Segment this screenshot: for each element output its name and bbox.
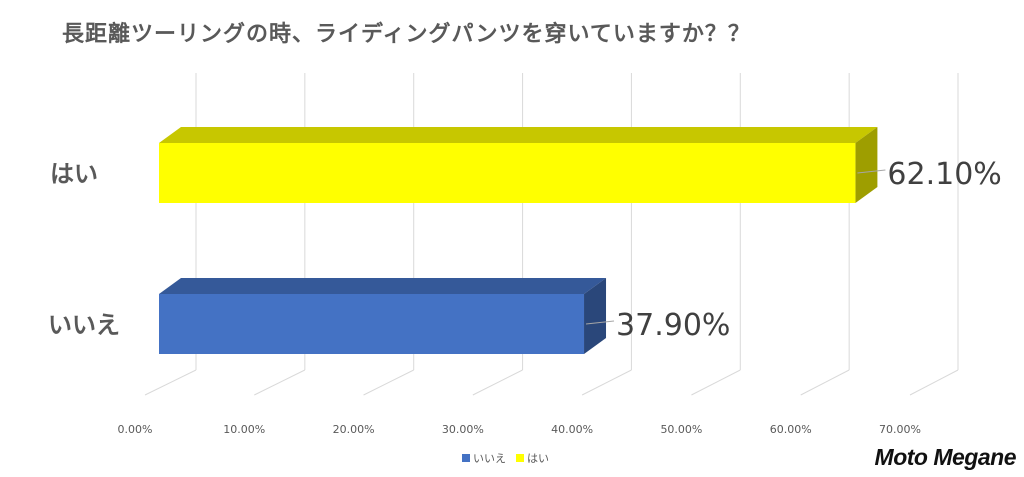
data-label-leader (857, 169, 886, 174)
brand-logo: Moto Megane (874, 444, 1017, 470)
x-tick-label: 50.00% (660, 423, 702, 436)
data-label: 62.10% (887, 157, 1001, 192)
gridline-floor (800, 369, 850, 396)
bar-side-face (855, 127, 878, 203)
x-tick-label: 30.00% (442, 423, 484, 436)
data-label: 37.90% (616, 308, 730, 343)
x-tick-label: 0.00% (118, 423, 153, 436)
bar-top-face (159, 127, 878, 143)
legend-label-yes: はい (527, 452, 549, 465)
gridline-floor (254, 369, 306, 396)
legend-item-no: いいえ (462, 450, 506, 466)
gridline-floor (909, 369, 959, 396)
x-axis-ticks: 0.00% 10.00% 20.00% 30.00% 40.00% 50.00% 60.00… (118, 423, 921, 436)
legend-label-no: いいえ (473, 452, 506, 465)
legend-swatch-yes (516, 454, 524, 462)
gridline-floor (691, 369, 741, 396)
gridline-floor (472, 369, 523, 396)
x-tick-label: 10.00% (223, 423, 265, 436)
category-label: はい (50, 160, 98, 188)
bar-top-face (159, 278, 607, 294)
legend: いいえ はい (462, 450, 549, 466)
x-tick-label: 60.00% (770, 423, 812, 436)
bars (159, 127, 878, 354)
x-tick-label: 70.00% (879, 423, 921, 436)
chart-title: 長距離ツーリングの時、ライディングパンツを穿いていますか？？ (62, 22, 751, 47)
gridline-floor (581, 369, 632, 396)
bar (159, 294, 585, 354)
x-tick-label: 20.00% (333, 423, 375, 436)
gridline-floor (363, 369, 414, 396)
legend-swatch-no (462, 454, 470, 462)
x-tick-label: 40.00% (551, 423, 593, 436)
category-label: いいえ (48, 311, 120, 339)
gridline-floor (144, 369, 197, 396)
legend-item-yes: はい (516, 450, 549, 466)
data-labels: 62.10% 37.90% (585, 157, 1002, 343)
bar-side-face (584, 278, 607, 354)
bar (159, 143, 856, 203)
data-label-leader (585, 320, 615, 325)
gridlines (144, 73, 959, 396)
